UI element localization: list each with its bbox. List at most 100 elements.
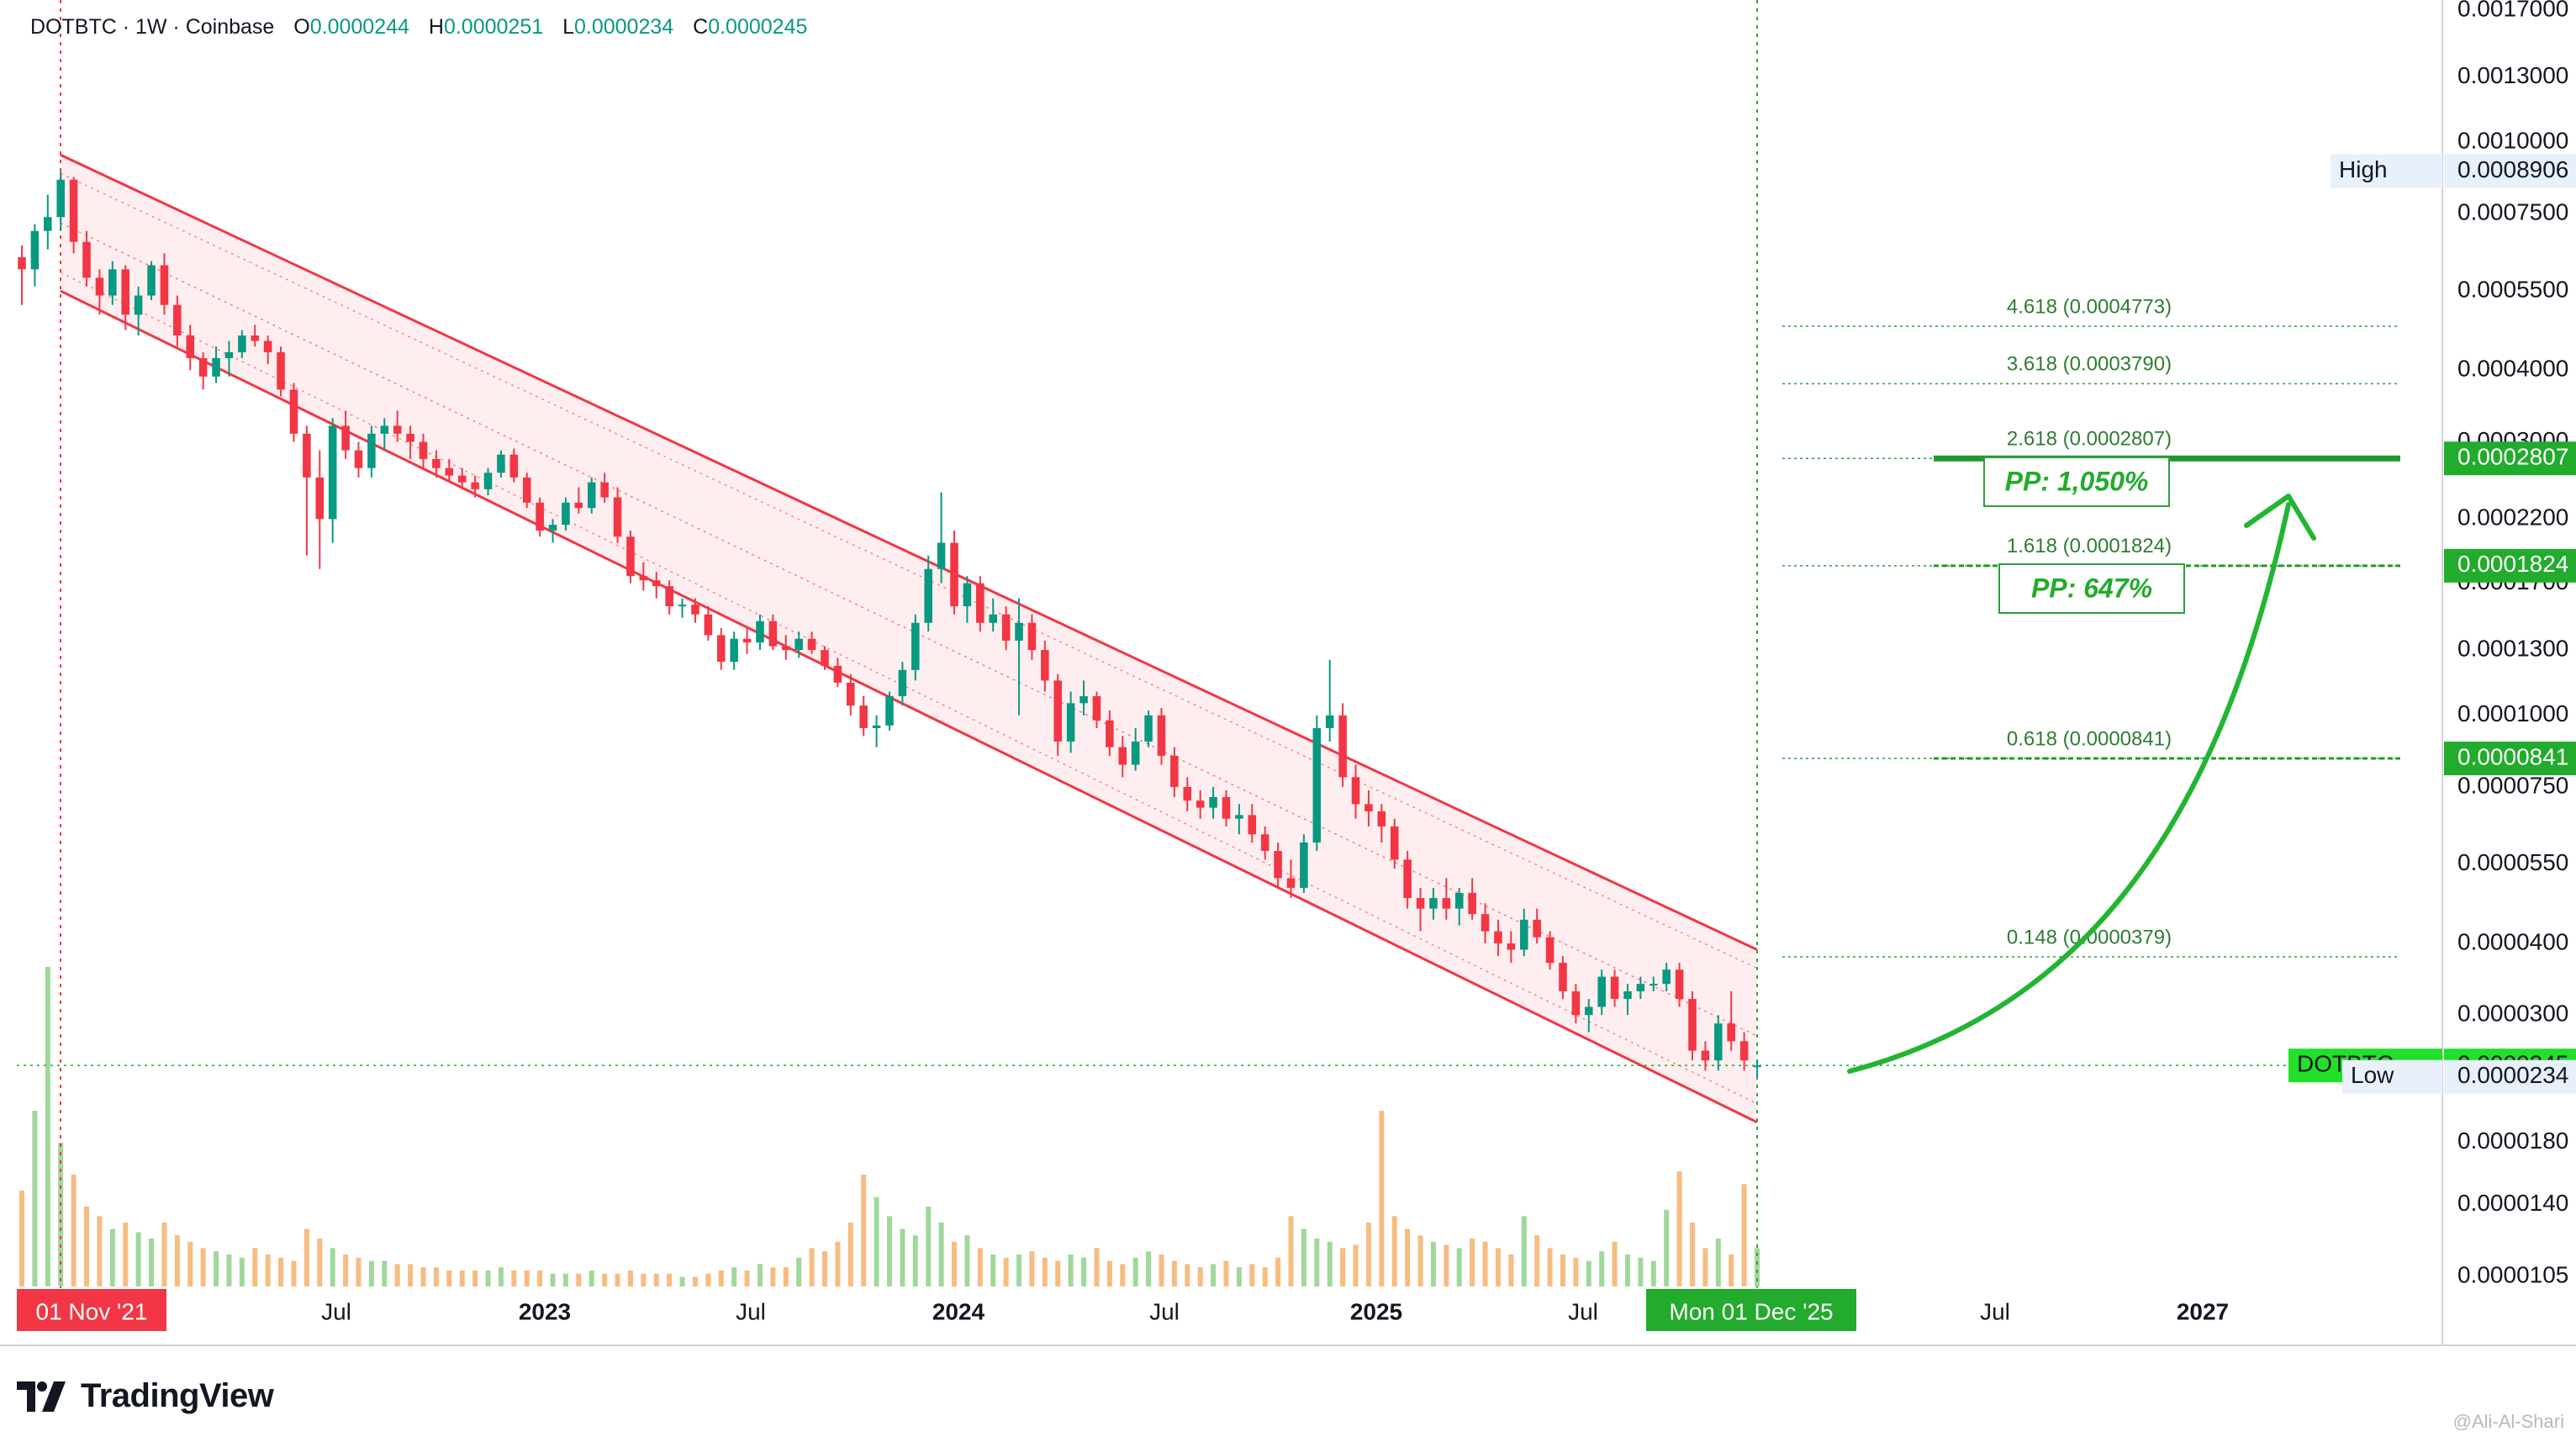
candle[interactable] <box>432 450 441 478</box>
candle[interactable] <box>794 631 803 658</box>
candle[interactable] <box>821 646 829 670</box>
candle[interactable] <box>1260 826 1270 860</box>
candle[interactable] <box>1636 976 1645 1000</box>
candle[interactable] <box>1027 614 1037 660</box>
tradingview-brand[interactable]: TradingView <box>17 1377 274 1415</box>
candle[interactable] <box>898 662 907 706</box>
channel-lower-line[interactable] <box>60 289 1758 1124</box>
candle[interactable] <box>471 475 479 498</box>
candle[interactable] <box>1325 659 1334 742</box>
candle[interactable] <box>1170 747 1179 798</box>
candle[interactable] <box>56 171 65 231</box>
candle[interactable] <box>1235 804 1243 835</box>
candle[interactable] <box>186 325 195 371</box>
candle[interactable] <box>1714 1015 1723 1071</box>
candle[interactable] <box>1739 1032 1749 1071</box>
candle[interactable] <box>1144 710 1153 747</box>
candle[interactable] <box>1429 887 1438 920</box>
candle[interactable] <box>1377 804 1386 842</box>
candle[interactable] <box>639 562 648 591</box>
candle[interactable] <box>341 410 350 459</box>
candle[interactable] <box>833 658 842 688</box>
candle[interactable] <box>497 450 505 478</box>
candle[interactable] <box>1584 999 1593 1033</box>
candle[interactable] <box>1300 834 1308 893</box>
candle[interactable] <box>44 194 52 250</box>
candle[interactable] <box>574 487 583 514</box>
candle[interactable] <box>716 627 726 670</box>
candle[interactable] <box>536 497 544 537</box>
candle[interactable] <box>678 598 687 618</box>
candle[interactable] <box>1468 878 1476 920</box>
candle[interactable] <box>1662 963 1671 991</box>
candle[interactable] <box>173 295 182 347</box>
candle[interactable] <box>768 614 778 651</box>
candle[interactable] <box>198 351 208 390</box>
candle[interactable] <box>1610 969 1619 1007</box>
candle[interactable] <box>613 487 622 543</box>
candle[interactable] <box>1701 1041 1710 1071</box>
candle[interactable] <box>1106 710 1114 756</box>
candle[interactable] <box>380 418 389 451</box>
candle[interactable] <box>1442 878 1451 920</box>
candle[interactable] <box>1571 984 1581 1024</box>
candle[interactable] <box>328 418 337 543</box>
candle[interactable] <box>393 410 402 442</box>
candle[interactable] <box>522 473 531 509</box>
candle[interactable] <box>1118 736 1127 778</box>
candle[interactable] <box>251 325 260 347</box>
candle[interactable] <box>419 433 428 468</box>
candle[interactable] <box>1066 691 1075 753</box>
candle[interactable] <box>587 477 596 514</box>
candle[interactable] <box>1688 990 1697 1061</box>
candle[interactable] <box>69 177 78 254</box>
candle[interactable] <box>742 627 752 654</box>
candle[interactable] <box>1675 963 1684 1007</box>
candle[interactable] <box>1248 804 1257 842</box>
candle[interactable] <box>1015 598 1023 716</box>
candle[interactable] <box>950 531 958 615</box>
candle[interactable] <box>1403 851 1412 909</box>
candle[interactable] <box>263 335 272 365</box>
candle[interactable] <box>782 635 790 660</box>
candle[interactable] <box>224 341 234 377</box>
candle[interactable] <box>963 576 972 623</box>
candle[interactable] <box>108 261 117 305</box>
candle[interactable] <box>354 441 363 478</box>
candle[interactable] <box>406 425 414 459</box>
candle[interactable] <box>1053 673 1063 756</box>
candle[interactable] <box>924 555 932 632</box>
candle[interactable] <box>1519 908 1528 957</box>
candle[interactable] <box>134 286 143 335</box>
candle[interactable] <box>1196 790 1205 819</box>
channel-upper-line[interactable] <box>60 153 1758 951</box>
candle[interactable] <box>95 269 104 315</box>
candle[interactable] <box>1351 764 1360 819</box>
candle[interactable] <box>315 450 325 569</box>
candle[interactable] <box>548 519 557 543</box>
candle[interactable] <box>989 598 997 632</box>
candle[interactable] <box>1312 715 1322 852</box>
candle[interactable] <box>289 383 298 442</box>
candle[interactable] <box>277 346 285 397</box>
candle[interactable] <box>652 572 661 599</box>
candle[interactable] <box>859 695 868 737</box>
candle[interactable] <box>1545 931 1555 970</box>
candle[interactable] <box>885 691 894 732</box>
candle[interactable] <box>1390 818 1399 869</box>
candle[interactable] <box>807 631 816 654</box>
candle[interactable] <box>665 580 673 615</box>
candle[interactable] <box>1416 887 1425 932</box>
candle[interactable] <box>1533 908 1541 944</box>
candle[interactable] <box>1286 859 1296 899</box>
candle[interactable] <box>626 531 635 584</box>
candle[interactable] <box>847 673 855 716</box>
candle[interactable] <box>730 631 738 670</box>
candle[interactable] <box>303 425 311 556</box>
candle[interactable] <box>1559 956 1567 1000</box>
candle[interactable] <box>1041 640 1049 692</box>
candle[interactable] <box>1001 606 1011 651</box>
candle[interactable] <box>976 576 984 632</box>
candle[interactable] <box>30 224 40 287</box>
